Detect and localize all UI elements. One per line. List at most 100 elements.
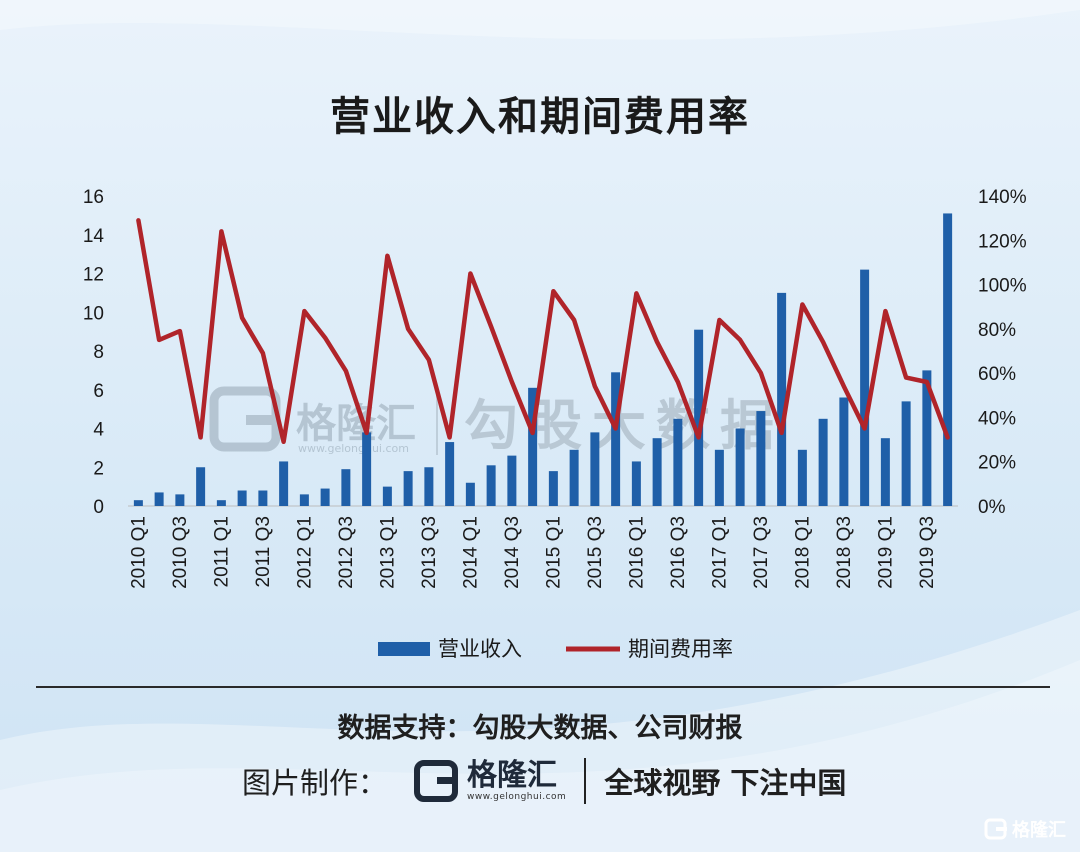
x-tick-label: 2011 Q3 <box>253 516 274 587</box>
x-tick-label: 2010 Q3 <box>170 516 191 589</box>
x-tick-label: 2015 Q3 <box>585 516 606 589</box>
legend-bar-swatch <box>378 642 430 656</box>
x-tick-label: 2017 Q3 <box>751 516 772 589</box>
y-right-tick-label: 60% <box>978 364 1016 385</box>
revenue-bar <box>694 329 704 506</box>
x-tick-label: 2014 Q1 <box>460 516 481 589</box>
x-tick-label: 2018 Q3 <box>834 516 855 589</box>
revenue-bar <box>528 387 538 506</box>
footer-divider <box>36 686 1050 688</box>
x-tick-label: 2016 Q3 <box>668 516 689 589</box>
revenue-bar <box>133 500 143 506</box>
revenue-bar <box>922 370 932 506</box>
revenue-bar <box>777 292 787 506</box>
brand-divider <box>584 758 587 804</box>
maker-row: 图片制作： 格隆汇 www.gelonghui.com 全球视野 下注中国 <box>242 756 846 806</box>
revenue-bar <box>424 467 434 506</box>
revenue-bar <box>901 401 911 506</box>
y-right-tick-label: 80% <box>978 320 1016 341</box>
revenue-bar <box>652 438 662 506</box>
revenue-bar <box>569 449 579 506</box>
revenue-bar <box>341 469 351 506</box>
revenue-bar <box>818 418 828 506</box>
revenue-bar <box>756 411 766 506</box>
x-tick-label: 2012 Q3 <box>336 516 357 589</box>
revenue-bar <box>797 449 807 506</box>
y-left-tick-label: 8 <box>93 342 104 363</box>
y-right-tick-label: 0% <box>978 497 1006 518</box>
y-right-tick-label: 120% <box>978 231 1027 252</box>
x-tick-label: 2012 Q1 <box>294 516 315 589</box>
revenue-bar <box>486 465 496 506</box>
revenue-bar <box>839 397 849 506</box>
x-tick-label: 2017 Q1 <box>709 516 730 589</box>
legend-bar-label: 营业收入 <box>438 638 522 661</box>
slogan: 全球视野 下注中国 <box>604 766 847 800</box>
x-tick-label: 2015 Q1 <box>543 516 564 589</box>
revenue-bar <box>631 461 641 506</box>
revenue-bar <box>611 372 621 506</box>
revenue-bar <box>320 488 330 506</box>
revenue-bar <box>196 467 206 506</box>
revenue-bar <box>362 432 372 506</box>
brand-name: 格隆汇 <box>467 758 558 793</box>
y-right-tick-label: 100% <box>978 276 1027 297</box>
legend-line-label: 期间费用率 <box>628 638 733 661</box>
y-left-tick-label: 4 <box>93 420 104 441</box>
y-left-tick-label: 16 <box>83 187 104 208</box>
x-tick-label: 2013 Q1 <box>377 516 398 589</box>
y-left-tick-label: 6 <box>93 381 104 402</box>
revenue-bar <box>943 213 953 506</box>
x-tick-label: 2016 Q1 <box>626 516 647 589</box>
y-left-tick-label: 0 <box>93 497 104 518</box>
expense-ratio-line <box>136 218 950 445</box>
y-right-tick-label: 20% <box>978 453 1016 474</box>
revenue-bar <box>299 494 309 506</box>
revenue-bar <box>279 461 289 506</box>
chart-title: 营业收入和期间费用率 <box>330 94 750 140</box>
y-left-tick-label: 14 <box>83 226 105 247</box>
maker-label: 图片制作： <box>242 766 388 800</box>
y-left-tick-label: 2 <box>93 458 104 479</box>
watermark-divider <box>436 385 438 455</box>
corner-brand-name: 格隆汇 <box>1012 820 1066 841</box>
revenue-bar <box>735 428 745 506</box>
x-tick-label: 2014 Q3 <box>502 516 523 589</box>
revenue-bar <box>237 490 247 506</box>
revenue-bar <box>175 494 185 506</box>
corner-brand: 格隆汇 <box>984 816 1066 842</box>
x-tick-label: 2010 Q1 <box>128 516 149 589</box>
revenue-bar <box>548 471 558 506</box>
chart: 0 2 4 6 8 10 12 14 16 0% 20% 40% 60% 80% 100% 120% 140% 2… <box>83 187 1027 661</box>
revenue-bar <box>216 500 226 506</box>
revenue-bar <box>860 269 870 506</box>
x-tick-label: 2019 Q1 <box>875 516 896 589</box>
revenue-bar <box>382 486 392 506</box>
revenue-bar <box>465 482 475 506</box>
corner-logo-icon <box>984 818 1007 840</box>
revenue-bar <box>154 492 164 506</box>
revenue-bar <box>403 471 413 506</box>
revenue-bar <box>673 418 683 506</box>
x-tick-label: 2018 Q1 <box>792 516 813 589</box>
brand-url: www.gelonghui.com <box>467 792 567 802</box>
brand-logo-icon <box>414 760 459 802</box>
x-tick-label: 2011 Q1 <box>211 516 232 587</box>
revenue-bar <box>590 432 600 506</box>
x-tick-label: 2013 Q3 <box>419 516 440 589</box>
footer-brand: 格隆汇 www.gelonghui.com <box>413 759 566 803</box>
y-left-tick-label: 10 <box>83 303 104 324</box>
data-source: 数据支持：勾股大数据、公司财报 <box>337 713 743 744</box>
y-right-tick-label: 40% <box>978 408 1016 429</box>
watermark-url: www.gelonghui.com <box>298 442 409 455</box>
revenue-bar <box>714 449 724 506</box>
revenue-bar <box>507 455 517 506</box>
watermark-brand: 格隆汇 <box>296 401 416 447</box>
y-left-tick-label: 12 <box>83 265 104 286</box>
revenue-bar <box>880 438 890 506</box>
x-tick-label: 2019 Q3 <box>917 516 938 589</box>
revenue-bar <box>258 490 268 506</box>
revenue-bar <box>445 442 455 506</box>
y-right-tick-label: 140% <box>978 187 1027 208</box>
